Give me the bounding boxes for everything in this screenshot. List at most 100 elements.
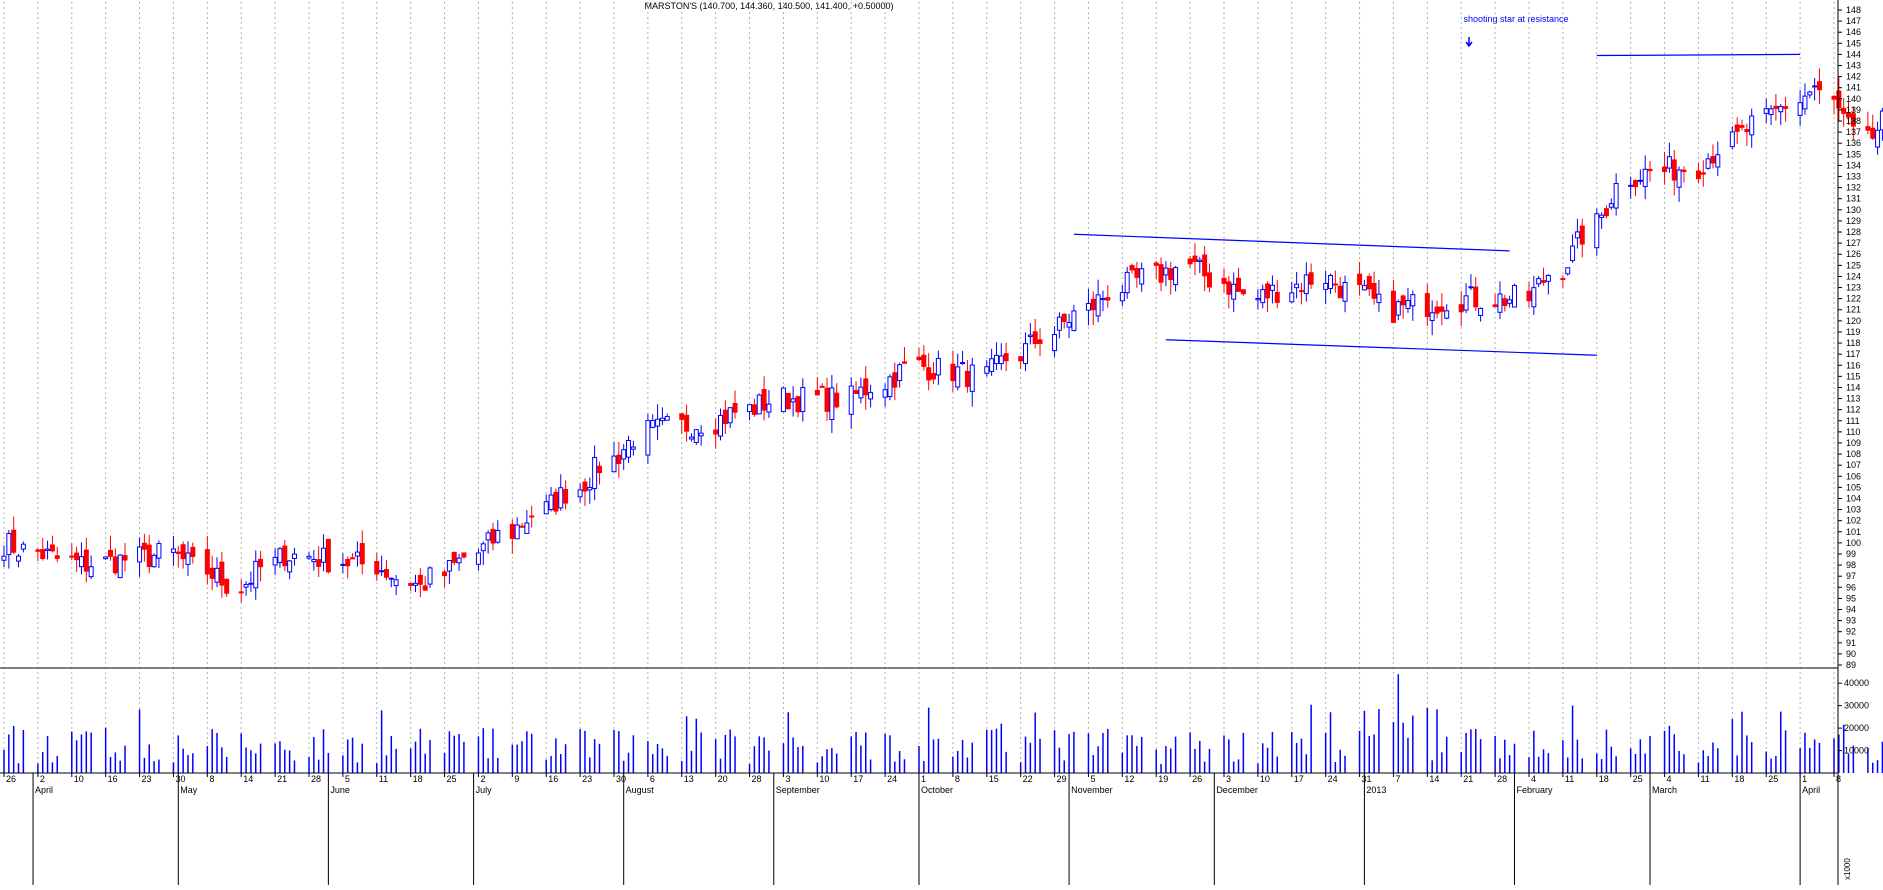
- candle-body: [577, 489, 583, 498]
- candle-body: [1783, 106, 1789, 109]
- candle-body: [282, 545, 288, 567]
- x-day-label: 11: [379, 774, 388, 784]
- y-tick-label: 126: [1846, 249, 1861, 259]
- candle-body: [766, 403, 772, 413]
- y-tick-label: 139: [1846, 105, 1861, 115]
- candle-body: [993, 354, 999, 365]
- candle-body: [901, 361, 907, 364]
- candle-body: [892, 372, 898, 388]
- candle-body: [350, 557, 356, 560]
- candle-body: [40, 549, 46, 560]
- x-day-label: 24: [1328, 774, 1338, 784]
- candle-body: [553, 491, 559, 512]
- candle-body: [650, 420, 656, 428]
- candle-body: [306, 555, 312, 559]
- x-day-label: 21: [277, 774, 287, 784]
- candle-body: [1289, 292, 1295, 303]
- x-day-label: 17: [1294, 774, 1304, 784]
- candle-body: [558, 487, 564, 509]
- candle-body: [1642, 168, 1648, 187]
- candle-body: [1662, 166, 1668, 172]
- candle-body: [1119, 292, 1125, 302]
- candle-body: [1744, 129, 1750, 133]
- candle-body: [83, 549, 89, 572]
- candle-body: [1729, 131, 1735, 148]
- y-tick-label: 113: [1846, 394, 1860, 404]
- y-tick-label: 121: [1846, 305, 1861, 315]
- volume-tick-label: 10000: [1844, 746, 1869, 756]
- candle-body: [1260, 289, 1266, 304]
- candle-body: [655, 418, 661, 427]
- candle-body: [698, 432, 704, 437]
- candle-body: [1192, 255, 1198, 262]
- x-day-label: 22: [1023, 774, 1033, 784]
- y-tick-label: 129: [1846, 216, 1861, 226]
- candle-body: [684, 414, 690, 432]
- candle-body: [170, 548, 176, 553]
- candle-body: [1298, 290, 1304, 293]
- candle-body: [1560, 278, 1566, 281]
- x-day-label: 28: [311, 774, 321, 784]
- y-tick-label: 107: [1846, 460, 1861, 470]
- candle-body: [388, 577, 394, 580]
- candle-body: [926, 367, 932, 381]
- candle-body: [960, 362, 966, 365]
- candle-body: [1434, 306, 1440, 314]
- x-month-label: February: [1516, 785, 1553, 795]
- candle-body: [1390, 290, 1396, 323]
- candle-body: [1153, 262, 1159, 266]
- candle-body: [1129, 265, 1135, 271]
- candle-body: [1400, 295, 1406, 306]
- candle-body: [1124, 271, 1130, 294]
- candle-body: [1424, 293, 1430, 318]
- candle-body: [1846, 112, 1852, 118]
- candle-body: [630, 446, 636, 450]
- candle-body: [1071, 310, 1077, 331]
- y-tick-label: 92: [1846, 627, 1856, 637]
- candle-body: [1715, 154, 1721, 168]
- candle-body: [1163, 267, 1169, 276]
- candle-body: [824, 387, 830, 412]
- candle-body: [1463, 295, 1469, 311]
- candle-body: [1337, 285, 1343, 299]
- candle-body: [795, 396, 801, 413]
- candle-body: [519, 525, 525, 528]
- y-tick-label: 96: [1846, 582, 1856, 592]
- candle-body: [1671, 159, 1677, 181]
- candle-body: [1739, 125, 1745, 128]
- y-tick-label: 106: [1846, 471, 1861, 481]
- y-tick-label: 143: [1846, 61, 1861, 71]
- candle-body: [1526, 290, 1532, 302]
- candle-body: [1090, 298, 1096, 311]
- y-tick-label: 133: [1846, 172, 1861, 182]
- candle-body: [446, 560, 452, 572]
- candle-body: [253, 560, 259, 589]
- trendline: [1073, 233, 1510, 252]
- y-tick-label: 93: [1846, 616, 1856, 626]
- candle-body: [1366, 276, 1372, 290]
- candle-body: [1492, 304, 1498, 308]
- x-day-label: 12: [1124, 774, 1134, 784]
- y-tick-label: 115: [1846, 371, 1860, 381]
- candle-body: [1599, 214, 1605, 218]
- candle-body: [853, 390, 859, 394]
- candle-body: [1444, 310, 1450, 319]
- y-tick-label: 145: [1846, 38, 1861, 48]
- candle-body: [964, 370, 970, 387]
- candle-body: [693, 429, 699, 443]
- x-month-label: November: [1071, 785, 1113, 795]
- candle-body: [1637, 179, 1643, 182]
- candle-body: [1831, 95, 1837, 100]
- x-day-label: 29: [1057, 774, 1067, 784]
- x-month-label: December: [1216, 785, 1258, 795]
- candle-body: [151, 554, 157, 568]
- x-day-label: 8: [1836, 774, 1841, 784]
- candle-body: [931, 373, 937, 380]
- x-day-label: 16: [548, 774, 558, 784]
- x-day-label: 28: [1497, 774, 1507, 784]
- candle-body: [451, 551, 457, 563]
- trendline: [1165, 339, 1597, 356]
- y-tick-label: 101: [1846, 527, 1861, 537]
- y-tick-label: 109: [1846, 438, 1861, 448]
- y-tick-label: 89: [1846, 660, 1856, 670]
